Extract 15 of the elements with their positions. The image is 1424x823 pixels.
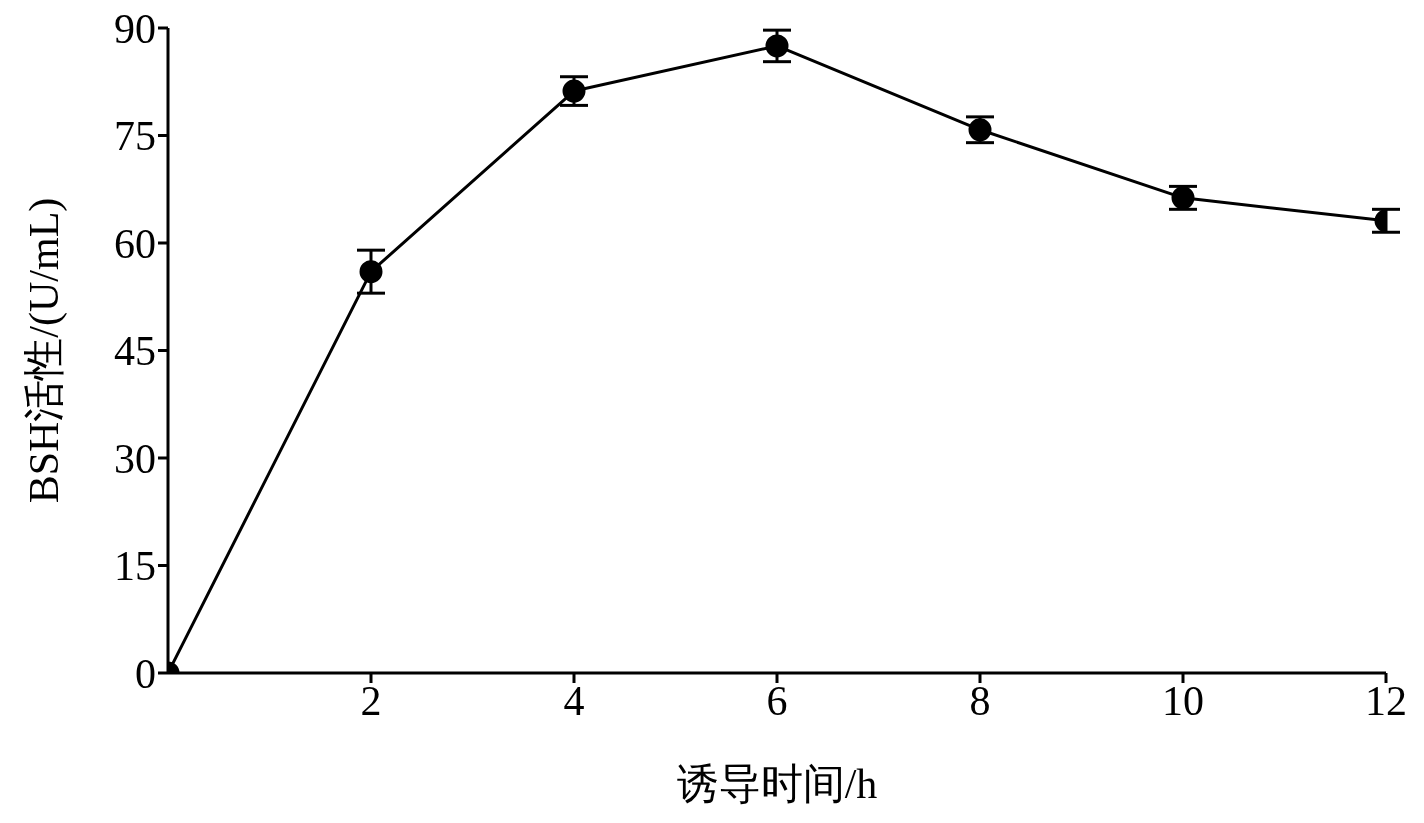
x-tick-label: 6 [766, 677, 788, 724]
x-tick-label: 2 [360, 677, 382, 724]
x-axis-title: 诱导时间/h [676, 761, 878, 807]
y-tick-label: 15 [114, 543, 156, 590]
x-tick-label: 4 [563, 677, 585, 724]
y-tick-label: 60 [114, 220, 156, 267]
y-tick-label: 0 [135, 650, 156, 697]
x-tick-label: 8 [969, 677, 991, 724]
y-axis-title: BSH活性/(U/mL) [20, 197, 68, 504]
y-tick-label: 75 [114, 113, 156, 160]
y-tick-label: 30 [114, 435, 156, 482]
y-tick-label: 45 [114, 328, 156, 375]
x-tick-label: 12 [1365, 677, 1407, 724]
x-tick-label: 10 [1162, 677, 1204, 724]
y-tick-label: 90 [114, 5, 156, 52]
